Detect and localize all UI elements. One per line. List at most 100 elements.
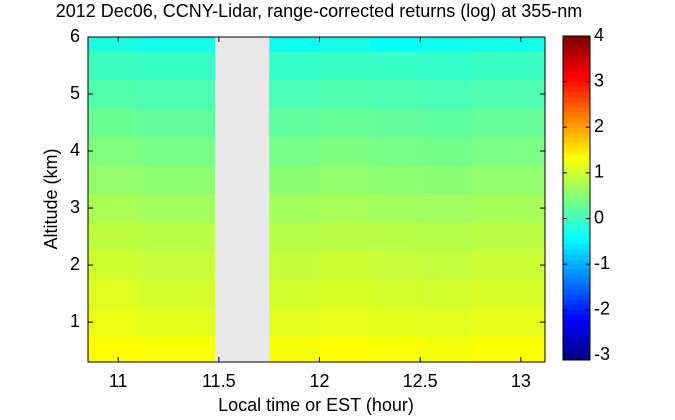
colorbar-segment xyxy=(563,162,590,169)
heatmap-cell xyxy=(88,279,139,309)
heatmap-cell xyxy=(88,51,139,81)
heatmap-cell xyxy=(420,193,471,223)
y-tick-label: 3 xyxy=(70,197,80,217)
heatmap-cell xyxy=(369,193,421,223)
heatmap-cell xyxy=(319,250,371,280)
colorbar-segment xyxy=(563,273,590,280)
heatmap-cell xyxy=(319,307,371,337)
colorbar-segment xyxy=(563,349,590,356)
heatmap-cell xyxy=(369,51,421,81)
colorbar-segment xyxy=(563,61,590,67)
heatmap-cell xyxy=(269,250,320,280)
colorbar-segment xyxy=(563,81,590,88)
colorbar-segment xyxy=(563,152,590,158)
heatmap-cell xyxy=(88,37,139,52)
heatmap-cell xyxy=(138,279,204,309)
colorbar-segment xyxy=(563,304,590,310)
heatmap-cell xyxy=(420,336,471,363)
heatmap-cell xyxy=(470,136,546,166)
heatmap-cell xyxy=(420,108,471,138)
heatmap-cell xyxy=(369,108,421,138)
heatmap-cell xyxy=(420,165,471,195)
colorbar-segment xyxy=(563,101,590,108)
colorbar-segment xyxy=(563,132,590,138)
heatmap-cell xyxy=(138,136,204,166)
heatmap-cell xyxy=(420,79,471,109)
colorbar-segment xyxy=(563,268,590,275)
colorbar-segment xyxy=(563,243,590,250)
heatmap-cell xyxy=(470,37,546,52)
colorbar-segment xyxy=(563,299,590,305)
colorbar-segment xyxy=(563,228,590,234)
heatmap-cell xyxy=(138,250,204,280)
x-axis-label: Local time or EST (hour) xyxy=(218,395,414,415)
heatmap-cell xyxy=(369,307,421,337)
colorbar-segment xyxy=(563,324,590,331)
colorbar-segment xyxy=(563,86,590,93)
heatmap-cell xyxy=(269,193,320,223)
colorbar-tick-label: 3 xyxy=(594,70,604,90)
colorbar-segment xyxy=(563,208,590,214)
colorbar-segment xyxy=(563,137,590,143)
heatmap-cell xyxy=(269,336,320,363)
colorbar-frame xyxy=(562,35,591,361)
heatmap-cell xyxy=(470,79,546,109)
colorbar-segment xyxy=(563,238,590,245)
chart-title: 2012 Dec06, CCNY-Lidar, range-corrected … xyxy=(56,1,583,21)
heatmap-cell xyxy=(202,136,216,166)
heatmap-cell xyxy=(319,165,371,195)
x-tick-label: 12 xyxy=(310,371,330,391)
heatmap-cell xyxy=(369,165,421,195)
heatmap-cell xyxy=(319,193,371,223)
heatmap-cell xyxy=(202,79,216,109)
heatmap xyxy=(88,37,546,363)
heatmap-cell xyxy=(319,108,371,138)
x-tick-label: 11.5 xyxy=(202,371,236,391)
heatmap-cell xyxy=(202,193,216,223)
colorbar-segment xyxy=(563,71,590,77)
colorbar-segment xyxy=(563,223,590,229)
colorbar-segment xyxy=(563,258,590,265)
colorbar-segment xyxy=(563,203,590,209)
colorbar-tick-label: -2 xyxy=(594,299,610,319)
heatmap-cell xyxy=(88,165,139,195)
heatmap-cell xyxy=(88,79,139,109)
y-tick-label: 1 xyxy=(70,311,80,331)
heatmap-cell xyxy=(138,37,204,52)
heatmap-cell xyxy=(269,51,320,81)
heatmap-cell xyxy=(269,136,320,166)
colorbar-segment xyxy=(563,51,590,57)
colorbar-tick-label: -3 xyxy=(594,344,610,364)
heatmap-cell xyxy=(202,222,216,252)
heatmap-cell xyxy=(470,250,546,280)
colorbar-segment xyxy=(563,319,590,326)
y-tick-label: 4 xyxy=(70,140,80,160)
heatmap-cell xyxy=(88,250,139,280)
heatmap-cell xyxy=(202,108,216,138)
colorbar-segment xyxy=(563,96,590,103)
heatmap-cell xyxy=(269,108,320,138)
heatmap-cell xyxy=(369,279,421,309)
colorbar-segment xyxy=(563,177,590,184)
heatmap-cell xyxy=(138,51,204,81)
heatmap-cell xyxy=(88,108,139,138)
heatmap-cell xyxy=(420,136,471,166)
heatmap-cell xyxy=(420,279,471,309)
heatmap-cell xyxy=(319,51,371,81)
plot-frame xyxy=(87,36,546,363)
colorbar-segment xyxy=(563,198,590,204)
heatmap-cell xyxy=(202,250,216,280)
heatmap-cell xyxy=(319,136,371,166)
heatmap-cell xyxy=(88,336,139,363)
heatmap-cell xyxy=(470,279,546,309)
heatmap-cell xyxy=(369,336,421,363)
x-tick-label: 12.5 xyxy=(403,371,438,391)
heatmap-cell xyxy=(470,307,546,337)
heatmap-cell xyxy=(319,279,371,309)
heatmap-cell xyxy=(420,51,471,81)
heatmap-cell xyxy=(138,193,204,223)
heatmap-cell xyxy=(420,222,471,252)
heatmap-cell xyxy=(369,222,421,252)
colorbar-segment xyxy=(563,46,590,52)
colorbar-segment xyxy=(563,142,590,148)
